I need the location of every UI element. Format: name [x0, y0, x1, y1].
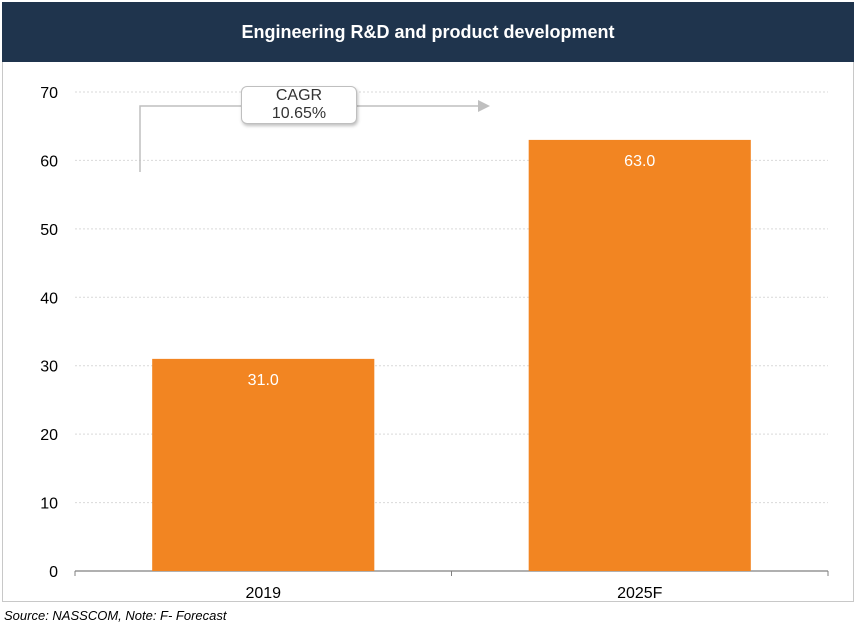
- x-tick-label: 2025F: [617, 585, 663, 602]
- y-tick-label: 20: [40, 427, 58, 444]
- y-tick-label: 40: [40, 290, 58, 307]
- y-tick-label: 10: [40, 496, 58, 513]
- bar-2019: [152, 358, 375, 571]
- cagr-label: CAGR: [275, 87, 323, 104]
- y-tick-label: 50: [40, 222, 58, 239]
- cagr-arrow-line: [139, 105, 480, 172]
- axes: [74, 570, 829, 576]
- source-note: Source: NASSCOM, Note: F- Forecast: [4, 608, 227, 623]
- data-label: 31.0: [248, 372, 279, 389]
- y-tick-label: 60: [40, 153, 58, 170]
- data-label: 63.0: [624, 153, 655, 170]
- y-tick-label: 0: [49, 564, 58, 581]
- cagr-arrowhead: [478, 100, 490, 112]
- bar-2025f: [528, 139, 751, 571]
- chart-title: Engineering R&D and product development: [2, 2, 854, 62]
- cagr-annotation: CAGR 10.65%: [241, 86, 357, 124]
- cagr-arrow: [139, 100, 490, 172]
- x-tick-label: 2019: [245, 585, 281, 602]
- labels: 0 10 20 30 40 50 60 70 31.0 2019 63.0 2025F: [40, 85, 662, 602]
- y-tick-label: 30: [40, 359, 58, 376]
- cagr-value: 10.65%: [271, 105, 327, 122]
- y-tick-label: 70: [40, 85, 58, 102]
- bars: [152, 139, 751, 571]
